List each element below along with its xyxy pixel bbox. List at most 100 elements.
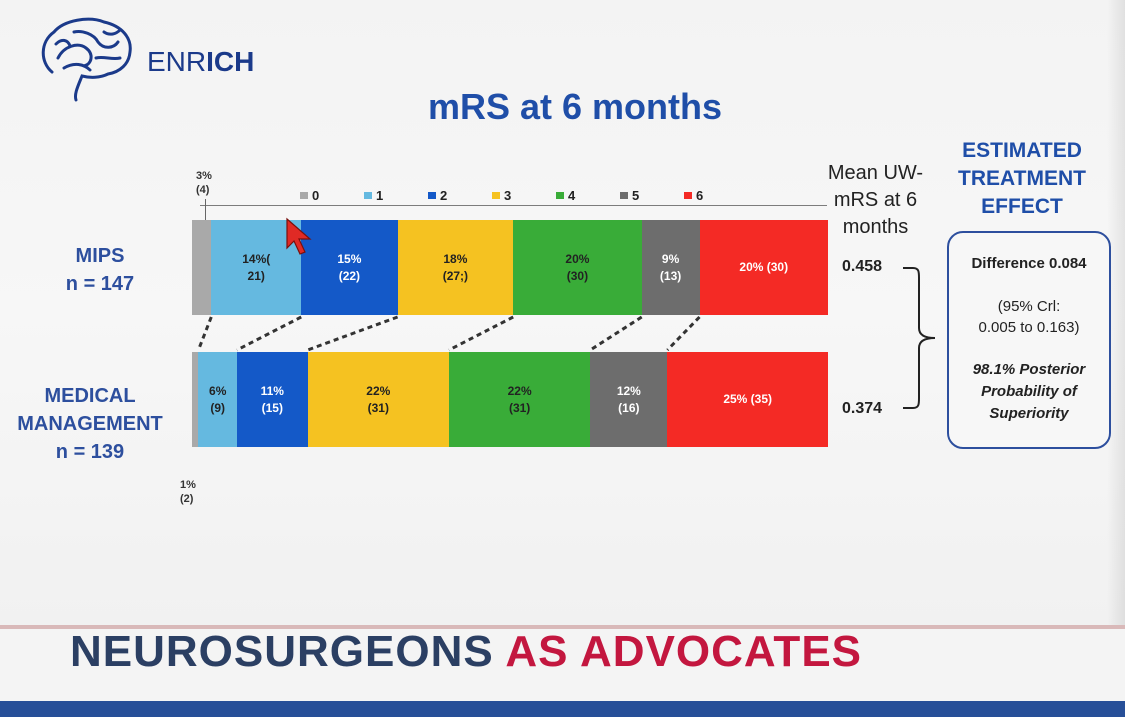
- connector-line: [307, 315, 399, 352]
- segment-label-line: (9): [210, 400, 226, 415]
- legend-item-mrs-3: 3: [492, 188, 511, 203]
- connector-line: [236, 315, 302, 352]
- bar-segment-mrs-4: 20% (30): [513, 220, 642, 315]
- axis-line: [200, 205, 827, 206]
- segment-label-line: 15%: [337, 251, 362, 266]
- connector-line: [589, 315, 643, 352]
- slide: ENRICH mRS at 6 months 0 1 2 3 4 5 6 3% (4) 1%…: [0, 0, 1125, 625]
- bar-segment-mrs-4: 22% (31): [448, 352, 591, 447]
- legend-label: 5: [632, 188, 640, 203]
- legend-label: 6: [696, 188, 704, 203]
- segment-label-line: (13): [659, 268, 682, 283]
- bar-segment-label: 25% (35): [723, 391, 772, 408]
- legend-swatch: [364, 192, 372, 199]
- bar-segment-mrs-3: 22% (31): [307, 352, 449, 447]
- segment-label-line: 20%: [565, 251, 590, 266]
- legend-swatch: [492, 192, 500, 199]
- segment-label-line: 18%: [443, 251, 468, 266]
- legend-swatch: [428, 192, 436, 199]
- bar-segment-mrs-5: 12% (16): [590, 352, 668, 447]
- mean-uw-mrs-header: Mean UW- mRS at 6 months: [827, 162, 924, 238]
- prob-line-1: 98.1% Posterior: [972, 361, 1086, 378]
- bar-segment-mrs-2: 11% (15): [236, 352, 308, 447]
- bracket-icon: [903, 267, 936, 409]
- bar-segment-label: 18% (27;): [443, 251, 468, 285]
- legend-item-mrs-0: 0: [300, 188, 319, 203]
- mean-mips: 0.458: [842, 258, 883, 275]
- legend-label: 3: [504, 188, 512, 203]
- bar-segment-label: 15% (22): [337, 251, 361, 285]
- footer-part2: AS ADVOCATES: [505, 627, 863, 676]
- legend-item-mrs-6: 6: [684, 188, 703, 203]
- bar-row-mips: 14%( 21) 15% (22) 18% (27;) 20% (30) 9% (13) 20% (…: [192, 220, 828, 315]
- bar-segment-mrs-5: 9% (13): [641, 220, 700, 315]
- bar-row-medical: 6% (9) 11% (15) 22% (31) 22% (31) 12% (16) 25% (35…: [192, 352, 828, 447]
- bottom-band: [0, 625, 1125, 717]
- legend-label: 1: [376, 188, 384, 203]
- difference-text: Difference 0.084: [971, 255, 1087, 272]
- row-label-mips: MIPS n = 147: [65, 245, 135, 295]
- bar-segment-label: 12% (16): [617, 383, 641, 417]
- footer-part1: NEUROSURGEONS: [70, 627, 494, 676]
- dashed-connectors: [197, 315, 701, 352]
- bar-segment-mrs-1: 6% (9): [198, 352, 237, 447]
- legend-label: 2: [440, 188, 448, 203]
- bar-segment-mrs-3: 18% (27;): [397, 220, 514, 315]
- connector-line: [197, 316, 213, 351]
- row-label-medical: MEDICAL MANAGEMENT n = 139: [17, 385, 163, 463]
- segment-label-line: 6%: [209, 383, 227, 398]
- bar-segment-mrs-2: 15% (22): [301, 220, 398, 315]
- connector-line: [666, 315, 701, 352]
- legend-swatch: [684, 192, 692, 199]
- effect-box: Difference 0.084 (95% Crl: 0.005 to 0.16…: [947, 231, 1111, 449]
- segment-label-line: 11%: [260, 383, 284, 398]
- bar-segment-label: 22% (31): [366, 383, 390, 417]
- bar-segment-label: 6% (9): [209, 383, 226, 417]
- prob-line-3: Superiority: [989, 405, 1069, 422]
- footer-banner: NEUROSURGEONS AS ADVOCATES: [70, 627, 862, 677]
- segment-label-line: (22): [338, 268, 361, 283]
- connector-line: [448, 315, 514, 352]
- bar-segment-mrs-0: [192, 220, 212, 315]
- logo-text: ENRICH: [147, 46, 255, 77]
- segment-label-line: 22%: [507, 383, 532, 398]
- enrich-logo: ENRICH: [34, 12, 254, 104]
- segment-label-line: (31): [508, 400, 531, 415]
- axis-tick: [205, 199, 206, 231]
- screen-edge: [1107, 0, 1125, 625]
- divider-line: [0, 625, 1125, 629]
- segment-label-line: (27;): [442, 268, 469, 283]
- segment-label-line: 9%: [661, 251, 680, 266]
- segment-label-line: 12%: [616, 383, 641, 398]
- segment-label-line: (16): [618, 400, 640, 415]
- brain-logo-icon: [41, 17, 132, 102]
- segment-label-line: (30): [566, 268, 589, 283]
- bar-segment-label: 20% (30): [739, 259, 788, 276]
- ci-line-2: 0.005 to 0.163): [978, 319, 1080, 336]
- medical-mrs0-note: 1% (2): [180, 479, 196, 505]
- legend-swatch: [620, 192, 628, 199]
- bar-segment-mrs-0: [192, 352, 199, 447]
- segment-label-line: 14%(: [242, 251, 271, 266]
- effect-header: ESTIMATED TREATMENT EFFECT: [958, 139, 1086, 218]
- bar-segment-label: 20% (30): [565, 251, 589, 285]
- legend-item-mrs-4: 4: [556, 188, 575, 203]
- segment-label-line: 22%: [366, 383, 391, 398]
- bar-segment-mrs-6: 20% (30): [699, 220, 828, 315]
- segment-label-line: 20% (30): [739, 260, 789, 274]
- blue-strip: [0, 701, 1125, 717]
- segment-label-line: (15): [261, 400, 283, 415]
- legend-label: 4: [568, 188, 576, 203]
- prob-line-2: Probability of: [981, 383, 1077, 400]
- bar-segment-mrs-1: 14%( 21): [211, 220, 302, 315]
- bar-segment-label: 9% (13): [660, 251, 681, 285]
- ci-line-1: (95% Crl:: [997, 298, 1061, 315]
- segment-label-line: 25% (35): [723, 392, 773, 406]
- legend-swatch: [556, 192, 564, 199]
- legend-item-mrs-1: 1: [364, 188, 383, 203]
- bar-segment-label: 11% (15): [261, 383, 284, 417]
- legend-item-mrs-5: 5: [620, 188, 639, 203]
- mean-medical: 0.374: [842, 400, 883, 417]
- segment-label-line: 21): [247, 268, 265, 283]
- bar-segment-label: 22% (31): [508, 383, 532, 417]
